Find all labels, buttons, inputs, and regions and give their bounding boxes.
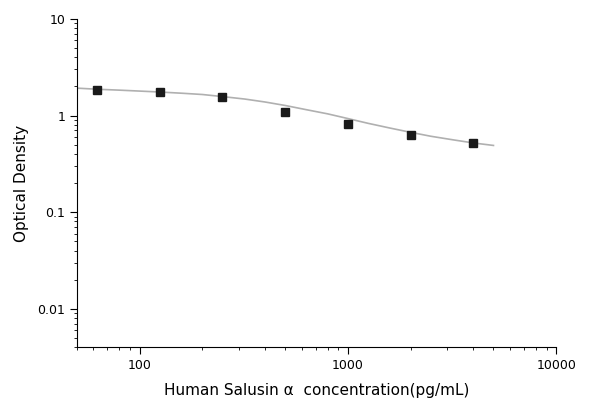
X-axis label: Human Salusin α  concentration(pg/mL): Human Salusin α concentration(pg/mL) [164,383,469,398]
Y-axis label: Optical Density: Optical Density [14,124,29,241]
